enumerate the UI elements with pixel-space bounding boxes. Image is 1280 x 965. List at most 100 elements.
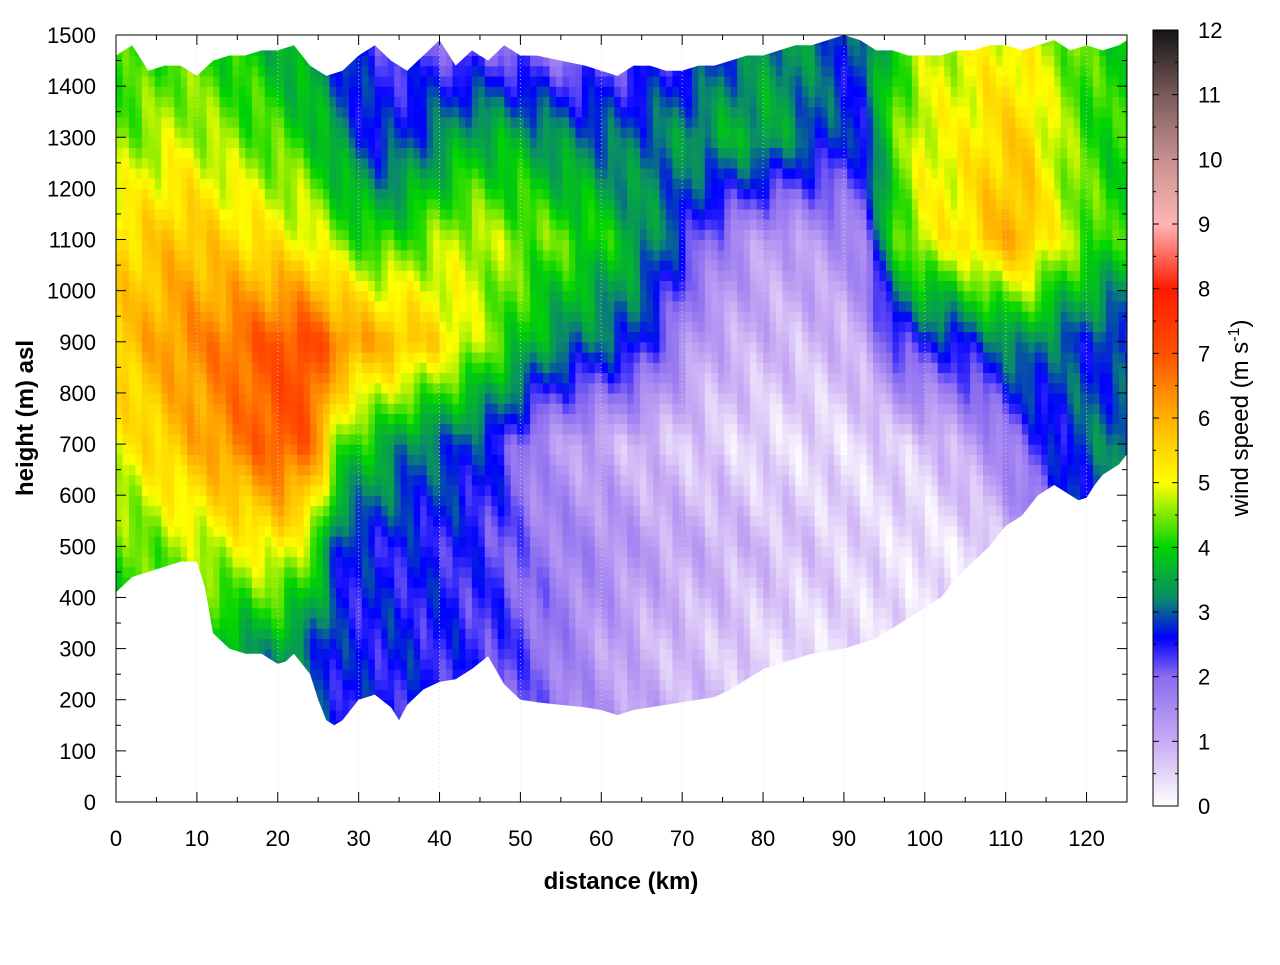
heatmap-cell	[323, 240, 330, 251]
heatmap-cell	[336, 188, 343, 199]
heatmap-cell	[142, 96, 149, 107]
heatmap-cell	[517, 321, 524, 332]
heatmap-cell	[129, 55, 136, 66]
heatmap-cell	[375, 618, 382, 629]
heatmap-cell	[342, 219, 349, 230]
heatmap-cell	[420, 250, 427, 261]
heatmap-cell	[207, 301, 214, 312]
heatmap-cell	[459, 168, 466, 179]
heatmap-cell	[245, 127, 252, 138]
heatmap-cell	[485, 536, 492, 547]
heatmap-cell	[388, 96, 395, 107]
heatmap-cell	[537, 465, 544, 476]
heatmap-cell	[304, 291, 311, 302]
heatmap-cell	[310, 413, 317, 424]
heatmap-cell	[452, 444, 459, 455]
heatmap-cell	[452, 219, 459, 230]
heatmap-cell	[200, 505, 207, 516]
heatmap-cell	[161, 219, 168, 230]
heatmap-cell	[129, 567, 136, 578]
heatmap-cell	[323, 587, 330, 598]
heatmap-cell	[459, 516, 466, 527]
heatmap-cell	[375, 557, 382, 568]
heatmap-cell	[537, 567, 544, 578]
heatmap-cell	[297, 434, 304, 445]
heatmap-cell	[504, 608, 511, 619]
heatmap-cell	[401, 638, 408, 649]
heatmap-cell	[349, 413, 356, 424]
heatmap-cell	[330, 86, 337, 97]
heatmap-cell	[161, 117, 168, 128]
heatmap-cell	[362, 516, 369, 527]
heatmap-cell	[485, 117, 492, 128]
heatmap-cell	[122, 280, 129, 291]
heatmap-cell	[168, 311, 175, 322]
heatmap-cell	[368, 229, 375, 240]
heatmap-cell	[297, 311, 304, 322]
heatmap-cell	[291, 342, 298, 353]
heatmap-cell	[420, 485, 427, 496]
heatmap-cell	[174, 424, 181, 435]
heatmap-cell	[504, 597, 511, 608]
heatmap-cell	[349, 209, 356, 220]
heatmap-cell	[349, 168, 356, 179]
heatmap-cell	[161, 86, 168, 97]
heatmap-cell	[297, 403, 304, 414]
heatmap-cell	[291, 147, 298, 158]
heatmap-cell	[394, 638, 401, 649]
heatmap-cell	[168, 372, 175, 383]
heatmap-cell	[174, 495, 181, 506]
heatmap-cell	[317, 270, 324, 281]
heatmap-cell	[394, 413, 401, 424]
heatmap-cell	[349, 526, 356, 537]
heatmap-cell	[278, 516, 285, 527]
heatmap-cell	[414, 76, 421, 87]
heatmap-cell	[407, 465, 414, 476]
heatmap-cell	[317, 147, 324, 158]
heatmap-cell	[142, 383, 149, 394]
heatmap-cell	[504, 188, 511, 199]
heatmap-cell	[362, 526, 369, 537]
heatmap-cell	[336, 240, 343, 251]
heatmap-cell	[498, 608, 505, 619]
heatmap-cell	[465, 475, 472, 486]
heatmap-cell	[485, 76, 492, 87]
heatmap-cell	[375, 608, 382, 619]
heatmap-cell	[187, 465, 194, 476]
heatmap-cell	[168, 199, 175, 210]
heatmap-cell	[336, 96, 343, 107]
heatmap-cell	[465, 158, 472, 169]
heatmap-cell	[284, 372, 291, 383]
heatmap-cell	[271, 321, 278, 332]
heatmap-cell	[194, 495, 201, 506]
heatmap-cell	[381, 332, 388, 343]
heatmap-cell	[265, 250, 272, 261]
heatmap-cell	[207, 209, 214, 220]
heatmap-cell	[304, 475, 311, 486]
heatmap-cell	[485, 168, 492, 179]
heatmap-cell	[291, 577, 298, 588]
heatmap-cell	[239, 546, 246, 557]
heatmap-cell	[271, 260, 278, 271]
heatmap-cell	[207, 587, 214, 598]
heatmap-cell	[213, 240, 220, 251]
heatmap-cell	[291, 618, 298, 629]
heatmap-cell	[427, 628, 434, 639]
heatmap-cell	[524, 485, 531, 496]
heatmap-cell	[258, 444, 265, 455]
heatmap-cell	[122, 321, 129, 332]
heatmap-cell	[362, 55, 369, 66]
heatmap-cell	[401, 127, 408, 138]
heatmap-cell	[407, 240, 414, 251]
heatmap-cell	[278, 86, 285, 97]
heatmap-cell	[226, 76, 233, 87]
heatmap-cell	[472, 199, 479, 210]
heatmap-cell	[472, 485, 479, 496]
heatmap-cell	[252, 424, 259, 435]
heatmap-cell	[491, 168, 498, 179]
heatmap-cell	[414, 649, 421, 660]
heatmap-cell	[368, 117, 375, 128]
heatmap-cell	[174, 372, 181, 383]
heatmap-cell	[239, 199, 246, 210]
heatmap-cell	[452, 618, 459, 629]
